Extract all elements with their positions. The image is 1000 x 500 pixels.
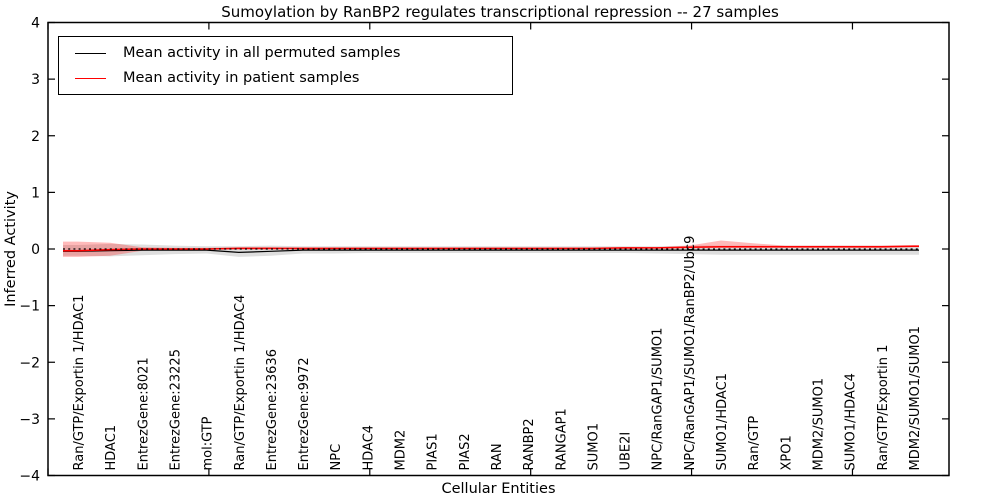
legend-item-permuted: Mean activity in all permuted samples xyxy=(59,44,512,62)
y-tick-label: 2 xyxy=(31,129,40,145)
x-tick-label: NPC/RanGAP1/SUMO1 xyxy=(651,328,666,471)
legend-line-permuted xyxy=(75,52,106,54)
x-tick-label: NPC xyxy=(329,444,344,471)
x-tick-label: UBE2I xyxy=(619,432,634,471)
y-tick-label: −4 xyxy=(19,469,40,485)
x-tick-label: PIAS1 xyxy=(426,433,441,470)
x-tick-label: EntrezGene:23636 xyxy=(265,349,280,470)
x-tick-label: RANGAP1 xyxy=(554,408,569,470)
legend: Mean activity in all permuted samples Me… xyxy=(58,36,513,95)
x-tick-label: Ran/GTP/Exportin 1 xyxy=(876,345,891,471)
chart-title: Sumoylation by RanBP2 regulates transcri… xyxy=(221,3,779,21)
y-tick-label: −1 xyxy=(19,299,40,315)
x-tick-label: HDAC4 xyxy=(361,425,376,471)
x-tick-label: Ran/GTP/Exportin 1/HDAC1 xyxy=(72,295,87,471)
x-tick-label: SUMO1/HDAC4 xyxy=(844,373,859,470)
y-tick-label: 3 xyxy=(31,72,40,88)
x-tick-label: MDM2/SUMO1/SUMO1 xyxy=(908,326,923,470)
x-tick-label: EntrezGene:8021 xyxy=(136,357,151,470)
x-tick-label: Ran/GTP/Exportin 1/HDAC4 xyxy=(233,295,248,471)
x-tick-label: Ran/GTP xyxy=(747,416,762,471)
x-tick-label: RAN xyxy=(490,443,505,470)
x-tick-label: MDM2/SUMO1 xyxy=(811,378,826,471)
x-tick-label: PIAS2 xyxy=(458,433,473,470)
y-tick-label: −2 xyxy=(19,355,40,371)
legend-label-permuted: Mean activity in all permuted samples xyxy=(123,45,401,61)
y-tick-label: 1 xyxy=(31,185,40,201)
legend-item-patient: Mean activity in patient samples xyxy=(59,69,512,87)
legend-line-patient xyxy=(75,77,106,79)
y-tick-label: 0 xyxy=(31,242,40,258)
y-tick-label: −3 xyxy=(19,412,40,428)
y-tick-label: 4 xyxy=(31,16,40,32)
x-tick-label: SUMO1/HDAC1 xyxy=(715,373,730,470)
x-tick-label: EntrezGene:9972 xyxy=(297,357,312,470)
x-tick-label: MDM2 xyxy=(394,430,409,471)
x-axis-title: Cellular Entities xyxy=(441,481,556,497)
x-tick-label: HDAC1 xyxy=(104,425,119,471)
x-tick-label: SUMO1 xyxy=(586,423,601,471)
permuted-mean-line xyxy=(63,249,919,254)
x-tick-label: XPO1 xyxy=(779,435,794,470)
x-tick-label: RANBP2 xyxy=(522,418,537,470)
x-tick-label: mol:GTP xyxy=(201,416,216,470)
x-tick-label: NPC/RanGAP1/SUMO1/RanBP2/Ubc9 xyxy=(683,236,698,471)
x-tick-label: EntrezGene:23225 xyxy=(168,349,183,470)
legend-label-patient: Mean activity in patient samples xyxy=(123,70,360,86)
y-axis-title: Inferred Activity xyxy=(3,191,19,307)
